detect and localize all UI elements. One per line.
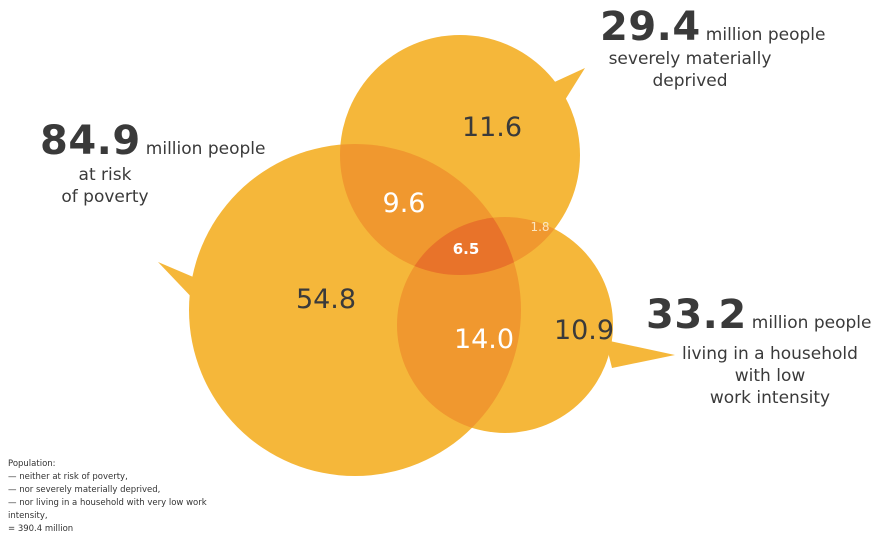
deprived-desc: severely materially deprived bbox=[590, 48, 790, 92]
work-desc: living in a household with low work inte… bbox=[670, 343, 870, 409]
work-desc-line3: work intensity bbox=[709, 388, 831, 408]
population-footnote: Population: — neither at risk of poverty… bbox=[8, 458, 278, 536]
work-desc-line2: with low bbox=[734, 366, 806, 386]
deprived-unit: million people bbox=[705, 25, 826, 45]
triple-overlap bbox=[397, 217, 521, 275]
footnote-line: intensity, bbox=[8, 511, 48, 521]
deprived-number: 29.4 bbox=[600, 4, 701, 50]
poverty-desc-line1: at risk bbox=[78, 165, 132, 185]
poverty-desc: at risk of poverty bbox=[40, 164, 170, 208]
work-unit: million people bbox=[751, 313, 872, 333]
footnote-line: Population: bbox=[8, 459, 56, 469]
poverty-desc-line2: of poverty bbox=[61, 187, 149, 207]
footnote-line: — nor severely materially deprived, bbox=[8, 485, 161, 495]
work-desc-line1: living in a household bbox=[682, 344, 858, 364]
poverty-label: 84.9 million people bbox=[40, 118, 265, 164]
poverty-unit: million people bbox=[145, 139, 266, 159]
region-poverty-deprived: 9.6 bbox=[383, 188, 426, 219]
footnote-line: — neither at risk of poverty, bbox=[8, 472, 128, 482]
work-bubble-tail bbox=[605, 340, 675, 368]
poverty-number: 84.9 bbox=[40, 118, 141, 164]
deprived-label: 29.4 million people bbox=[600, 4, 825, 50]
region-deprived-only: 11.6 bbox=[462, 112, 522, 143]
deprived-desc-line2: deprived bbox=[652, 71, 728, 91]
work-label: 33.2 million people bbox=[646, 292, 871, 338]
work-number: 33.2 bbox=[646, 292, 747, 338]
footnote-line: = 390.4 million bbox=[8, 524, 74, 534]
region-poverty-work: 14.0 bbox=[454, 324, 514, 355]
footnote-line: — nor living in a household with very lo… bbox=[8, 498, 207, 508]
region-all-three: 6.5 bbox=[453, 240, 480, 258]
region-work-only: 10.9 bbox=[554, 315, 614, 346]
region-deprived-work: 1.8 bbox=[530, 220, 549, 234]
deprived-desc-line1: severely materially bbox=[608, 49, 772, 69]
region-poverty-only: 54.8 bbox=[296, 284, 356, 315]
